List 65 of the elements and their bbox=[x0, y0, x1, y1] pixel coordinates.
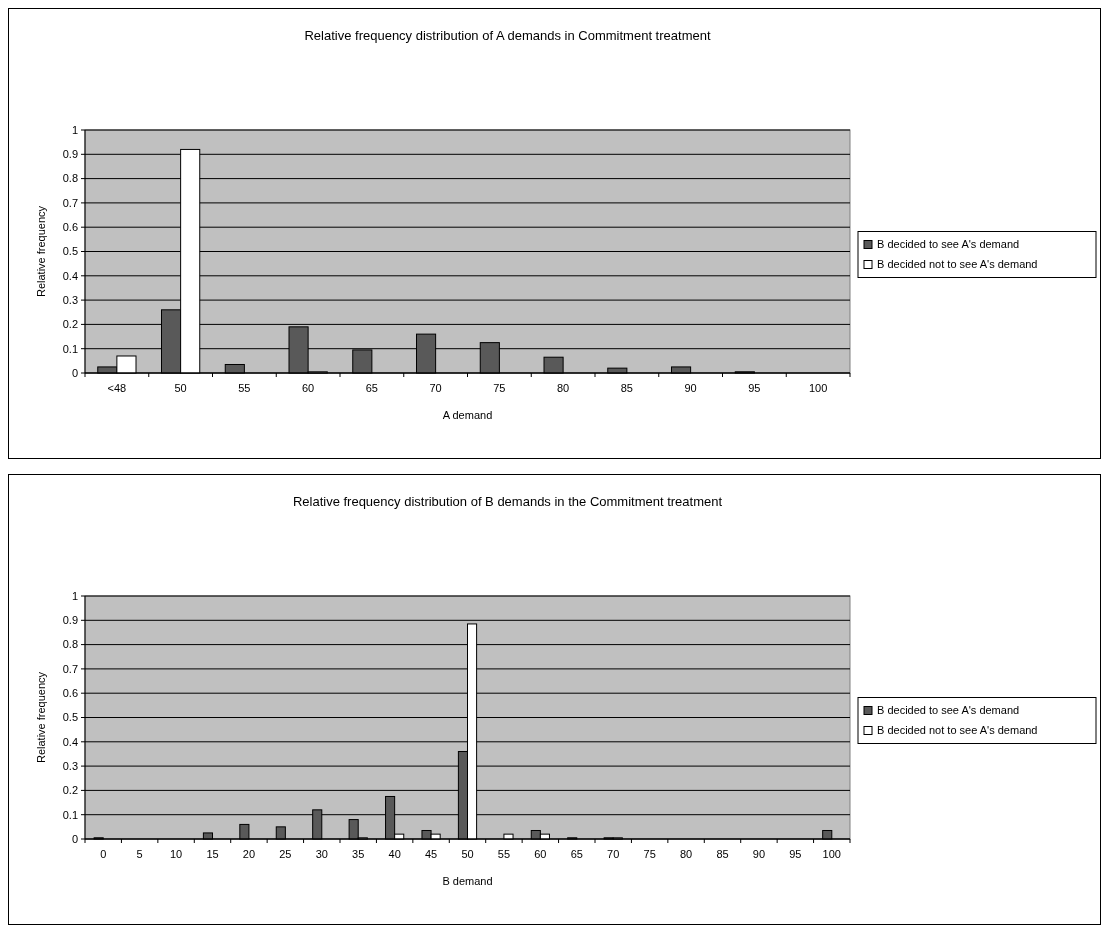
x-tick-label: 60 bbox=[302, 382, 315, 394]
legend-label: B decided to see A's demand bbox=[877, 704, 1020, 717]
x-tick-label: 85 bbox=[716, 848, 729, 860]
x-tick-label: 80 bbox=[557, 382, 570, 394]
y-tick-label: 0 bbox=[71, 832, 78, 845]
x-tick-label: 90 bbox=[684, 382, 697, 394]
y-tick-label: 0.8 bbox=[62, 172, 78, 185]
x-tick-label: 35 bbox=[352, 848, 365, 860]
x-tick-label: 20 bbox=[242, 848, 256, 860]
y-tick-label: 0.2 bbox=[62, 318, 78, 331]
legend-label: B decided to see A's demand bbox=[877, 238, 1020, 251]
x-tick-label: 65 bbox=[570, 848, 583, 860]
y-tick-label: 0.5 bbox=[62, 711, 78, 724]
x-tick-label: 100 bbox=[808, 382, 828, 394]
x-tick-label: 55 bbox=[497, 848, 511, 860]
legend-label: B decided not to see A's demand bbox=[877, 258, 1038, 271]
x-axis-title: B demand bbox=[442, 875, 493, 887]
y-tick-label: 0.6 bbox=[62, 221, 78, 234]
x-tick-label: 65 bbox=[365, 382, 378, 394]
x-tick-label: 70 bbox=[429, 382, 442, 394]
y-tick-label: 1 bbox=[71, 589, 78, 602]
y-tick-label: 0.1 bbox=[62, 808, 78, 821]
chart-title: Relative frequency distribution of A demands in Commitment treatment bbox=[304, 28, 711, 43]
x-tick-label: 50 bbox=[461, 848, 474, 860]
x-tick-label: 80 bbox=[679, 848, 693, 860]
x-tick-label: 30 bbox=[315, 848, 328, 860]
y-axis-title: Relative frequency bbox=[35, 671, 47, 764]
x-tick-label: 40 bbox=[388, 848, 401, 860]
x-tick-label: 100 bbox=[822, 848, 841, 860]
x-tick-label: 50 bbox=[174, 382, 187, 394]
x-tick-label: 95 bbox=[789, 848, 802, 860]
y-tick-label: 1 bbox=[71, 123, 78, 136]
y-tick-label: 0.9 bbox=[62, 148, 78, 161]
y-axis-title: Relative frequency bbox=[35, 205, 47, 298]
x-tick-label: 60 bbox=[534, 848, 547, 860]
x-tick-label: 90 bbox=[752, 848, 766, 860]
x-tick-label: 75 bbox=[493, 382, 506, 394]
x-tick-label: 25 bbox=[279, 848, 292, 860]
y-tick-label: 0.7 bbox=[62, 662, 78, 675]
y-tick-label: 0.1 bbox=[62, 342, 78, 355]
y-tick-label: 0.3 bbox=[62, 293, 78, 306]
x-tick-label: 0 bbox=[100, 848, 107, 860]
x-tick-label: 75 bbox=[643, 848, 656, 860]
legend-label: B decided not to see A's demand bbox=[877, 724, 1038, 737]
x-tick-label: 15 bbox=[206, 848, 219, 860]
x-axis-title: A demand bbox=[442, 409, 493, 421]
x-tick-label: 5 bbox=[136, 848, 143, 860]
y-tick-label: 0.4 bbox=[62, 735, 78, 748]
chart-title: Relative frequency distribution of B demands in the Commitment treatment bbox=[292, 494, 723, 509]
y-tick-label: 0.5 bbox=[62, 245, 78, 258]
y-tick-label: 0.8 bbox=[62, 638, 78, 651]
y-tick-label: 0.6 bbox=[62, 687, 78, 700]
x-tick-label: 70 bbox=[607, 848, 620, 860]
y-tick-label: 0.4 bbox=[62, 269, 78, 282]
y-tick-label: 0.7 bbox=[62, 196, 78, 209]
x-tick-label: 85 bbox=[620, 382, 633, 394]
y-tick-label: 0 bbox=[71, 366, 78, 379]
y-tick-label: 0.3 bbox=[62, 759, 78, 772]
x-tick-label: 10 bbox=[169, 848, 183, 860]
y-tick-label: 0.2 bbox=[62, 784, 78, 797]
x-tick-label: 55 bbox=[238, 382, 251, 394]
x-tick-label: <48 bbox=[107, 382, 127, 394]
x-tick-label: 45 bbox=[424, 848, 438, 860]
x-tick-label: 95 bbox=[748, 382, 761, 394]
y-tick-label: 0.9 bbox=[62, 614, 78, 627]
